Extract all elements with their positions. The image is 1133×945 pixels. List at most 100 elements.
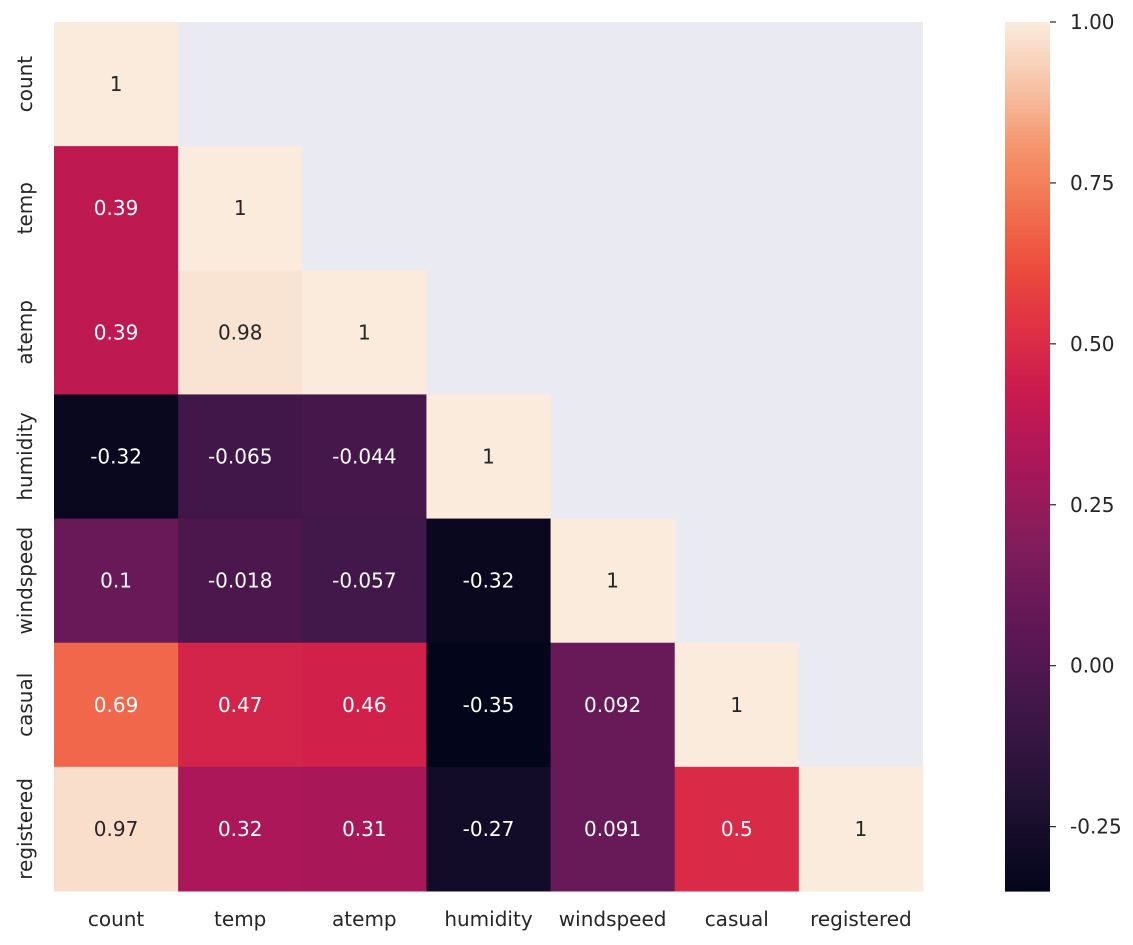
colorbar-gradient-step [1005, 647, 1050, 653]
colorbar-gradient-step [1005, 104, 1050, 110]
colorbar-gradient-step [1005, 712, 1050, 718]
colorbar-gradient-step [1005, 534, 1050, 540]
colorbar-gradient-step [1005, 282, 1050, 288]
heatmap-cell-atemp-temp [178, 270, 303, 395]
colorbar-gradient-step [1005, 795, 1050, 801]
colorbar-gradient-step [1005, 382, 1050, 388]
colorbar-gradient-step [1005, 326, 1050, 332]
y-tick-label-registered: registered [13, 778, 37, 880]
colorbar-gradient-step [1005, 860, 1050, 866]
colorbar-gradient-step [1005, 391, 1050, 397]
cell-annotation-casual-count: 0.69 [94, 693, 139, 717]
colorbar-gradient-step [1005, 708, 1050, 714]
heatmap-cell-casual-windspeed [550, 642, 676, 768]
colorbar-gradient-step [1005, 682, 1050, 688]
colorbar-gradient-step [1005, 864, 1050, 870]
cell-annotation-casual-windspeed: 0.092 [584, 693, 641, 717]
colorbar-gradient-step [1005, 886, 1050, 892]
colorbar-gradient-step [1005, 356, 1050, 362]
colorbar-gradient-step [1005, 469, 1050, 475]
colorbar-gradient-step [1005, 547, 1050, 553]
colorbar-gradient-step [1005, 656, 1050, 662]
colorbar-gradient-step [1005, 578, 1050, 584]
heatmap-cell-registered-temp [178, 766, 303, 892]
cell-annotation-casual-casual: 1 [730, 693, 743, 717]
colorbar-gradient-step [1005, 61, 1050, 67]
colorbar-gradient-step [1005, 65, 1050, 71]
colorbar-gradient-step [1005, 491, 1050, 497]
colorbar-gradient-step [1005, 117, 1050, 123]
colorbar-gradient-step [1005, 630, 1050, 636]
x-tick-label-windspeed: windspeed [559, 907, 667, 931]
colorbar-gradient-step [1005, 604, 1050, 610]
colorbar-gradient-step [1005, 139, 1050, 145]
colorbar-gradient-step [1005, 560, 1050, 566]
colorbar-gradient-step [1005, 247, 1050, 253]
colorbar-gradient-step [1005, 269, 1050, 275]
heatmap-cell-casual-atemp [302, 642, 427, 768]
colorbar-tick-label: 0.00 [1070, 654, 1115, 678]
colorbar-gradient-step [1005, 526, 1050, 531]
colorbar-gradient-step [1005, 317, 1050, 323]
colorbar-gradient-step [1005, 569, 1050, 575]
colorbar-gradient-step [1005, 565, 1050, 571]
colorbar-gradient-step [1005, 521, 1050, 527]
colorbar-gradient-step [1005, 52, 1050, 58]
colorbar-gradient-step [1005, 260, 1050, 266]
cell-annotation-casual-atemp: 0.46 [342, 693, 387, 717]
x-tick-label-humidity: humidity [444, 907, 532, 931]
colorbar-gradient-step [1005, 486, 1050, 492]
colorbar-gradient-step [1005, 395, 1050, 401]
colorbar-gradient-step [1005, 22, 1050, 27]
colorbar-gradient-step [1005, 365, 1050, 371]
colorbar-gradient-step [1005, 756, 1050, 762]
colorbar-gradient-step [1005, 769, 1050, 775]
heatmap-cell-temp-count [54, 146, 179, 271]
colorbar-gradient-step [1005, 152, 1050, 158]
colorbar-gradient-step [1005, 400, 1050, 405]
colorbar-gradient-step [1005, 304, 1050, 310]
colorbar-gradient-step [1005, 821, 1050, 827]
colorbar-tick-label: 0.75 [1070, 171, 1115, 195]
colorbar-gradient-step [1005, 100, 1050, 106]
colorbar-gradient-step [1005, 413, 1050, 418]
colorbar-gradient-step [1005, 751, 1050, 757]
heatmap-cell-windspeed-windspeed [550, 518, 676, 644]
colorbar-gradient-step [1005, 78, 1050, 84]
colorbar-gradient-step [1005, 208, 1050, 214]
colorbar-gradient-step [1005, 456, 1050, 462]
heatmap-cell-atemp-atemp [302, 270, 427, 395]
colorbar-gradient-step [1005, 187, 1050, 193]
colorbar-gradient-step [1005, 830, 1050, 836]
colorbar-gradient-step [1005, 121, 1050, 127]
colorbar-gradient-step [1005, 178, 1050, 184]
cell-annotation-atemp-atemp: 1 [358, 320, 371, 344]
colorbar-gradient-step [1005, 95, 1050, 101]
colorbar-gradient-step [1005, 778, 1050, 783]
x-tick-labels: count temp atemp humidity windspeed casual reg… [88, 907, 912, 931]
colorbar-gradient-step [1005, 704, 1050, 710]
colorbar-gradient-step [1005, 695, 1050, 701]
colorbar-gradient-step [1005, 856, 1050, 862]
colorbar-gradient-step [1005, 295, 1050, 301]
cell-annotation-registered-humidity: -0.27 [463, 817, 515, 841]
colorbar-gradient-step [1005, 308, 1050, 314]
colorbar-gradient-step [1005, 517, 1050, 523]
heatmap-cell-atemp-count [54, 270, 179, 395]
colorbar-gradient-step [1005, 439, 1050, 445]
colorbar-gradient-step [1005, 617, 1050, 623]
heatmap-cell-humidity-count [54, 394, 179, 520]
colorbar-gradient-step [1005, 352, 1050, 358]
colorbar-gradient-step [1005, 877, 1050, 883]
colorbar-gradient-step [1005, 621, 1050, 627]
cell-annotation-casual-humidity: -0.35 [463, 693, 515, 717]
colorbar-gradient-step [1005, 499, 1050, 505]
colorbar-gradient-step [1005, 452, 1050, 458]
colorbar-gradient-step [1005, 82, 1050, 88]
colorbar-gradient-step [1005, 291, 1050, 297]
cell-annotation-registered-count: 0.97 [94, 817, 139, 841]
colorbar-gradient-step [1005, 347, 1050, 353]
colorbar-gradient-step [1005, 69, 1050, 75]
colorbar-gradient-step [1005, 791, 1050, 797]
colorbar-gradient-step [1005, 482, 1050, 488]
